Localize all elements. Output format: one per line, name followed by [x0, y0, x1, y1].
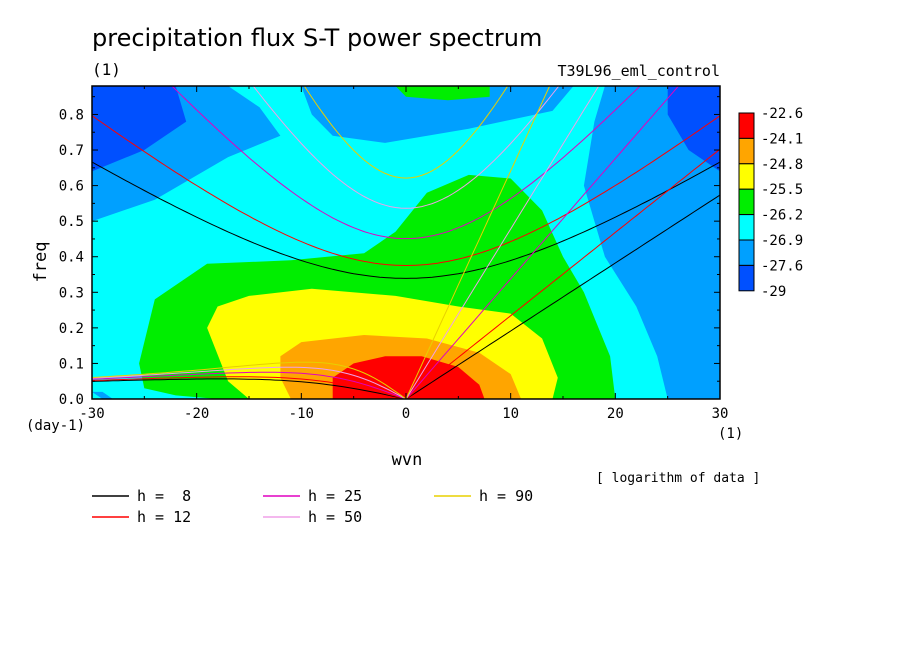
legend-label: h = 25 [308, 487, 362, 505]
colorbar-swatch [738, 239, 755, 266]
x-tick-label: 10 [502, 406, 519, 422]
y-tick-label: 0.4 [59, 250, 84, 266]
colorbar-note: [ logarithm of data ] [596, 471, 760, 486]
contour-region-3 [395, 86, 490, 101]
kelvin-curve-2 [405, 86, 680, 399]
contour-fill [92, 86, 720, 399]
kelvin-curve-4 [405, 86, 551, 399]
y-tick-label: 0.8 [59, 107, 84, 123]
colorbar-label: -26.2 [761, 208, 803, 224]
colorbar-label: -26.9 [761, 233, 803, 249]
rossby-curve-4 [92, 361, 407, 399]
colorbar-swatch [738, 188, 755, 216]
x-tick-label: 30 [712, 406, 729, 422]
y-tick-label: 0.1 [59, 356, 84, 372]
axis-ticks: -30 -20 -10 0 10 20 30 0.0 0.1 0.2 0.3 0.4 0.5 0.6 0.7… [59, 86, 729, 422]
x-tick-label: -20 [184, 406, 209, 422]
gravity-curve-2 [171, 86, 641, 240]
kelvin-curve-0 [405, 194, 720, 399]
gravity-curve-1 [92, 115, 720, 267]
colorbar-label: -25.5 [761, 182, 803, 198]
kelvin-curve-3 [405, 86, 600, 399]
x-tick-label: -30 [79, 406, 104, 422]
legend-label: h = 8 [137, 487, 191, 505]
chart-title: precipitation flux S-T power spectrum [92, 24, 542, 52]
colorbar-swatch [738, 163, 755, 190]
colorbar-label: -24.1 [761, 131, 803, 147]
contour-region-1 [92, 86, 187, 172]
x-tick-label: -10 [289, 406, 314, 422]
colorbar-label: -22.6 [761, 106, 803, 122]
x-axis-label: wvn [392, 450, 423, 470]
y-tick-label: 0.0 [59, 392, 84, 408]
kelvin-curve-1 [405, 148, 720, 399]
x-axis-unit: (1) [718, 426, 743, 442]
colorbar-swatch [738, 214, 755, 241]
legend-label: h = 90 [479, 487, 533, 505]
contour-region-2 [301, 86, 574, 143]
contour-region-6 [92, 391, 113, 399]
rossby-curve-1 [92, 376, 407, 399]
contour-region-5 [667, 86, 720, 172]
gravity-curve-3 [252, 86, 560, 209]
legend: h = 8 h = 12 h = 25 h = 50 h = 90 [92, 487, 533, 526]
colorbar-label: -29 [761, 284, 786, 300]
chart-subtitle-right: T39L96_eml_control [557, 62, 720, 80]
contour-region-4 [583, 86, 720, 399]
gravity-curve-4 [303, 86, 509, 179]
colorbar: -22.6 -24.1 -24.8 -25.5 -26.2 -26.9 -27.6 -29 [738, 106, 803, 300]
y-tick-label: 0.7 [59, 143, 84, 159]
y-tick-label: 0.2 [59, 321, 84, 337]
colorbar-swatch [738, 137, 755, 165]
chart-subtitle-left: (1) [92, 60, 121, 79]
x-tick-label: 0 [402, 406, 410, 422]
colorbar-label: -27.6 [761, 258, 803, 274]
y-axis-unit: (day-1) [26, 418, 85, 434]
colorbar-label: -24.8 [761, 157, 803, 173]
rossby-curve-3 [92, 366, 407, 399]
gravity-curve-0 [92, 161, 720, 279]
legend-label: h = 12 [137, 508, 191, 526]
y-tick-label: 0.6 [59, 179, 84, 195]
y-tick-label: 0.3 [59, 285, 84, 301]
y-axis-label: freq [31, 242, 51, 283]
y-tick-label: 0.5 [59, 214, 84, 230]
rossby-curve-0 [92, 378, 407, 399]
legend-label: h = 50 [308, 508, 362, 526]
dispersion-curves [92, 86, 720, 399]
rossby-curve-2 [92, 371, 407, 399]
colorbar-swatch [738, 112, 755, 139]
x-tick-label: 20 [607, 406, 624, 422]
colorbar-swatch [738, 264, 755, 292]
